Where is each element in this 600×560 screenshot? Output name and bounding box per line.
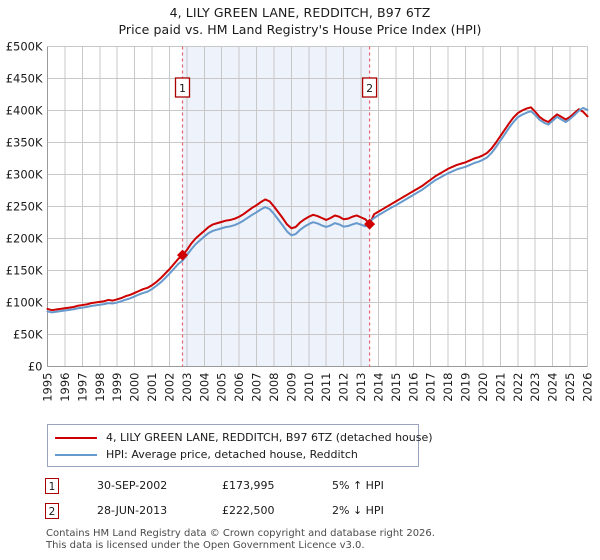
- y-tick-label: £450K: [6, 72, 43, 86]
- transaction-date: 28-JUN-2013: [97, 504, 168, 517]
- x-tick-label: 2022: [511, 373, 525, 402]
- axis-lines-group: [47, 46, 588, 367]
- table-row[interactable]: 1 30-SEP-2002 £173,995 5% ↑ HPI: [45, 473, 475, 498]
- x-tick-label: 2020: [476, 373, 490, 402]
- y-tick-label: £500K: [6, 40, 43, 54]
- x-tick-label: 2001: [145, 373, 159, 402]
- x-tick-label: 2023: [528, 373, 542, 402]
- x-tick-label: 1999: [110, 373, 124, 402]
- y-tick-label: £100K: [6, 296, 43, 310]
- x-tick-label: 2007: [250, 373, 264, 402]
- y-tick-label: £150K: [6, 264, 43, 278]
- chart-legend: 4, LILY GREEN LANE, REDDITCH, B97 6TZ (d…: [47, 424, 433, 467]
- event-badge-label: 2: [366, 82, 373, 95]
- x-tick-label: 2010: [302, 373, 316, 402]
- data-series-group: [46, 106, 589, 314]
- x-tick-label: 2006: [232, 373, 246, 402]
- x-tick-label: 2016: [406, 373, 420, 402]
- y-tick-label: £350K: [6, 136, 43, 150]
- x-tick-label: 2005: [215, 373, 229, 402]
- transactions-table: 1 30-SEP-2002 £173,995 5% ↑ HPI 2 28-JUN…: [45, 473, 475, 523]
- legend-label-hpi: HPI: Average price, detached house, Redd…: [106, 448, 358, 461]
- legend-item-hpi: HPI: Average price, detached house, Redd…: [48, 446, 418, 463]
- transaction-price: £173,995: [222, 479, 275, 492]
- transaction-hpi-delta: 2% ↓ HPI: [332, 504, 384, 517]
- transaction-marker-badge: 1: [45, 477, 59, 494]
- transaction-marker-badge: 2: [45, 502, 59, 519]
- transaction-price: £222,500: [222, 504, 275, 517]
- x-axis-labels: 1995 1996 1997 1998 1999 2000 2001 2002 2003 2004…: [41, 373, 595, 402]
- copyright-footer: Contains HM Land Registry data © Crown c…: [46, 528, 586, 551]
- y-axis-labels: £0 £50K £100K £150K £200K £250K £300K £350K £400…: [6, 40, 43, 374]
- x-tick-label: 2004: [197, 373, 211, 402]
- x-tick-label: 1996: [58, 373, 72, 402]
- x-tick-label: 2009: [284, 373, 298, 402]
- x-tick-label: 1997: [75, 373, 89, 402]
- legend-swatch-property-line: [55, 436, 97, 439]
- y-tick-label: £400K: [6, 104, 43, 118]
- title-line-1: 4, LILY GREEN LANE, REDDITCH, B97 6TZ: [169, 5, 431, 20]
- x-tick-label: 2012: [337, 373, 351, 402]
- x-tick-label: 2002: [162, 373, 176, 402]
- gridlines-group: [47, 46, 588, 367]
- x-tick-label: 2015: [389, 373, 403, 402]
- y-tick-label: £250K: [6, 200, 43, 214]
- x-tick-label: 2014: [371, 373, 385, 402]
- transaction-date: 30-SEP-2002: [97, 479, 168, 492]
- x-tick-label: 1995: [41, 373, 55, 402]
- event-lines-group: [181, 46, 371, 367]
- x-tick-label: 2025: [563, 373, 577, 402]
- footer-line-1: Contains HM Land Registry data © Crown c…: [46, 528, 435, 539]
- x-tick-label: 1998: [93, 373, 107, 402]
- legend-item-property: 4, LILY GREEN LANE, REDDITCH, B97 6TZ (d…: [48, 429, 433, 446]
- hpi-average-line: [46, 106, 589, 314]
- x-tick-label: 2019: [459, 373, 473, 402]
- sale-point-marker[interactable]: [177, 249, 188, 261]
- event-badge-box[interactable]: [361, 77, 378, 98]
- event-badge-box[interactable]: [174, 77, 191, 98]
- sale-point-marker[interactable]: [364, 218, 376, 230]
- property-price-line: [46, 106, 589, 312]
- y-tick-label: £50K: [13, 328, 43, 342]
- table-row[interactable]: 2 28-JUN-2013 £222,500 2% ↓ HPI: [45, 498, 475, 523]
- page-title: 4, LILY GREEN LANE, REDDITCH, B97 6TZ Pr…: [0, 4, 600, 38]
- footer-line-2: This data is licensed under the Open Gov…: [46, 539, 365, 551]
- x-tick-label: 2018: [441, 373, 455, 402]
- x-tick-label: 2003: [180, 373, 194, 402]
- x-tick-label: 2021: [493, 373, 507, 402]
- event-badge-label: 1: [179, 82, 186, 95]
- x-tick-label: 2017: [424, 373, 438, 402]
- y-tick-label: £300K: [6, 168, 43, 182]
- x-tick-label: 2024: [546, 373, 560, 402]
- x-tick-label: 2008: [267, 373, 281, 402]
- x-tick-label: 2026: [581, 373, 595, 402]
- price-history-chart: £0 £50K £100K £150K £200K £250K £300K £350K £400…: [6, 40, 595, 402]
- x-tick-label: 2011: [319, 373, 333, 402]
- legend-label-property: 4, LILY GREEN LANE, REDDITCH, B97 6TZ (d…: [106, 431, 433, 444]
- legend-swatch-hpi-line: [55, 453, 97, 456]
- x-tick-label: 2000: [128, 373, 142, 402]
- x-tick-label: 2013: [354, 373, 368, 402]
- transaction-hpi-delta: 5% ↑ HPI: [332, 479, 384, 492]
- y-tick-label: £0: [28, 360, 43, 374]
- y-tick-label: £200K: [6, 232, 43, 246]
- title-line-2: Price paid vs. HM Land Registry's House …: [118, 22, 482, 37]
- sale-markers-group: [177, 218, 376, 261]
